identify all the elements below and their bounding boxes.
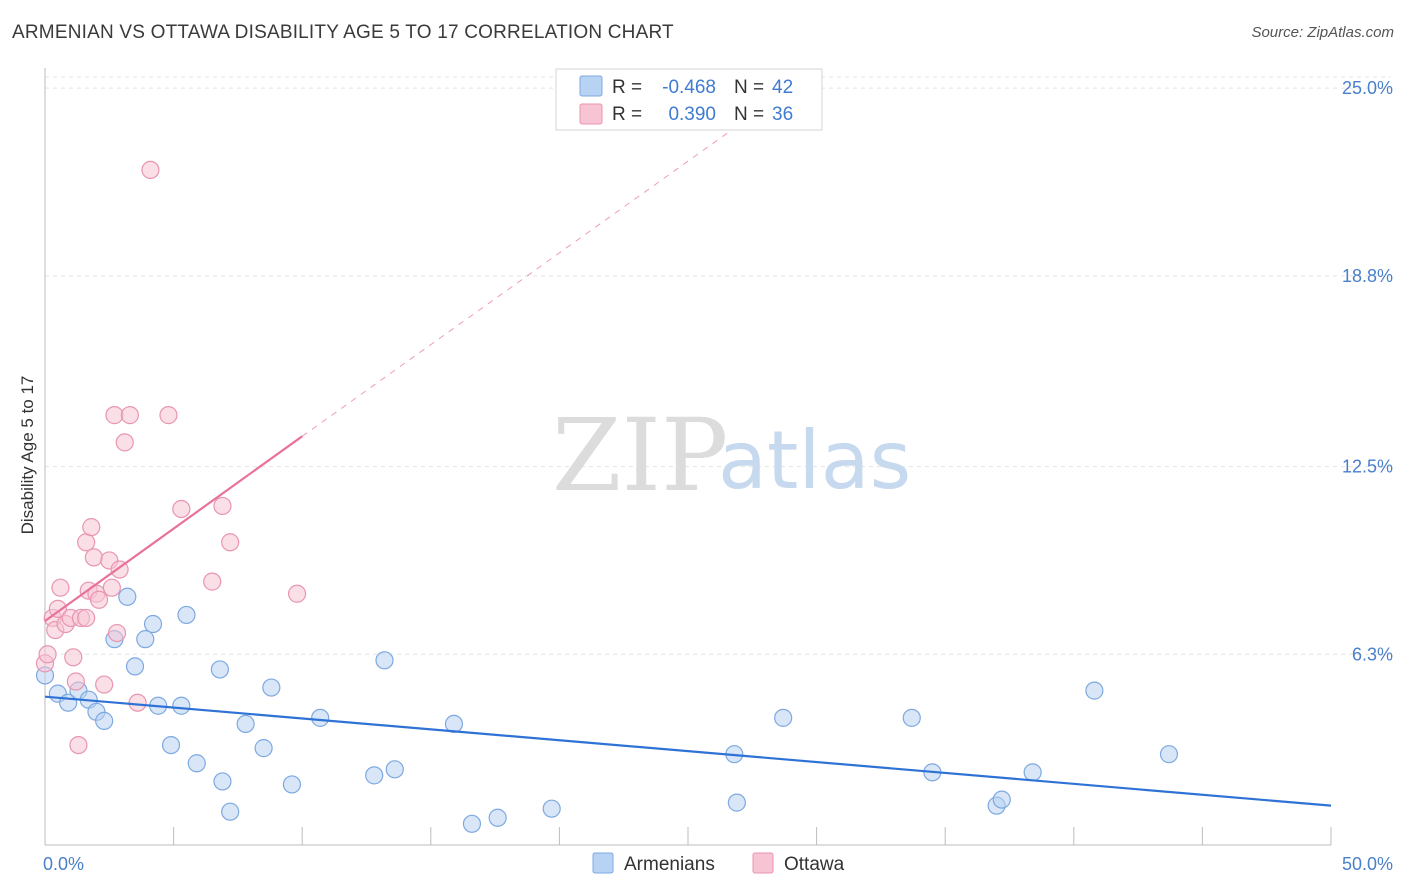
armenians-point: [542, 799, 561, 818]
ottawa-point: [102, 578, 121, 597]
stats-r-value-armenians: -0.468: [662, 77, 716, 98]
stats-n-value-armenians: 42: [772, 77, 793, 98]
stats-r-label-armenians: R =: [612, 77, 642, 98]
ottawa-point: [66, 672, 85, 691]
axes: [44, 68, 1332, 846]
armenians-point: [311, 708, 330, 727]
armenians-point: [262, 678, 281, 697]
legend: Armenians Ottawa: [592, 852, 845, 875]
ottawa-point: [221, 533, 240, 552]
ottawa-point: [82, 518, 101, 537]
armenians-point: [221, 802, 240, 821]
armenians-point: [254, 739, 273, 758]
ottawa-point: [95, 675, 114, 694]
ottawa-point: [38, 645, 57, 664]
armenians-point: [1159, 745, 1179, 764]
legend-label-armenians: Armenians: [624, 854, 715, 875]
armenians-point: [161, 735, 181, 755]
ottawa-points: [35, 160, 307, 755]
armenians-trend-line: [44, 695, 1332, 807]
x-tick-labels: 0.0% 50.0%: [43, 854, 1393, 874]
ottawa-point: [107, 623, 127, 643]
ottawa-trend-line: [44, 435, 303, 622]
ottawa-point: [77, 533, 96, 552]
armenians-point: [213, 772, 232, 791]
armenians-point: [125, 657, 145, 676]
armenians-point: [488, 808, 507, 827]
ottawa-trend-extension: [301, 124, 740, 437]
watermark-atlas: atlas: [718, 414, 911, 507]
armenians-point: [1085, 681, 1104, 700]
x-tick-label-min: 0.0%: [43, 854, 84, 874]
ottawa-point: [64, 648, 83, 667]
armenians-point: [727, 793, 746, 812]
armenians-point: [210, 660, 229, 679]
armenians-point: [282, 775, 302, 794]
stats-n-label-armenians: N =: [734, 77, 764, 98]
stats-n-label-ottawa: N =: [734, 104, 764, 125]
stats-box: R = -0.468 N = 42 R = 0.390 N = 36: [555, 68, 823, 131]
ottawa-point: [69, 735, 88, 755]
armenians-point: [385, 760, 404, 779]
armenians-point: [143, 614, 163, 634]
source-label: Source: ZipAtlas.com: [1251, 24, 1394, 41]
watermark-zip: ZIP: [552, 397, 728, 514]
stats-r-value-ottawa: 0.390: [668, 104, 716, 125]
ottawa-point: [84, 548, 103, 567]
armenians-point: [1023, 763, 1042, 782]
ottawa-point: [213, 496, 232, 516]
grid-lines: [45, 76, 1391, 655]
y-tick-labels: 6.3% 12.5% 18.8% 25.0%: [1342, 78, 1393, 664]
armenians-point: [902, 708, 921, 727]
stats-r-label-ottawa: R =: [612, 104, 642, 125]
y-tick-label: 12.5%: [1342, 457, 1393, 477]
ottawa-point: [120, 406, 139, 425]
armenians-point: [95, 711, 114, 730]
armenians-point: [172, 696, 191, 715]
armenians-point: [375, 651, 394, 670]
chart-title: ARMENIAN VS OTTAWA DISABILITY AGE 5 TO 1…: [12, 22, 674, 43]
ottawa-point: [172, 499, 191, 519]
ottawa-point: [105, 406, 124, 425]
x-tick-label-max: 50.0%: [1342, 854, 1393, 874]
ottawa-point: [141, 160, 160, 180]
stats-n-value-ottawa: 36: [772, 104, 793, 125]
legend-label-ottawa: Ottawa: [784, 854, 845, 875]
trend-lines: [44, 124, 1332, 807]
ottawa-point: [203, 572, 222, 591]
armenians-point: [992, 790, 1011, 809]
ottawa-point: [89, 590, 109, 609]
ottawa-point: [128, 693, 147, 712]
ottawa-point: [159, 406, 178, 425]
legend-swatch-armenians: [592, 852, 614, 874]
armenians-point: [136, 630, 155, 649]
armenians-point: [236, 714, 255, 734]
ottawa-point: [115, 433, 134, 452]
ottawa-point: [77, 608, 96, 628]
stats-swatch-ottawa: [579, 103, 603, 125]
armenians-point: [365, 766, 384, 785]
ottawa-point: [51, 578, 70, 597]
armenians-point: [462, 814, 482, 833]
stats-swatch-armenians: [579, 75, 603, 97]
y-tick-label: 18.8%: [1342, 266, 1393, 286]
legend-swatch-ottawa: [752, 852, 774, 874]
armenians-point: [118, 587, 137, 606]
armenians-point: [187, 754, 206, 773]
ottawa-point: [287, 584, 307, 603]
armenians-point: [177, 605, 196, 625]
y-tick-label: 25.0%: [1342, 78, 1393, 98]
armenians-point: [774, 708, 793, 727]
ottawa-point: [48, 599, 67, 618]
y-tick-label: 6.3%: [1352, 644, 1393, 664]
